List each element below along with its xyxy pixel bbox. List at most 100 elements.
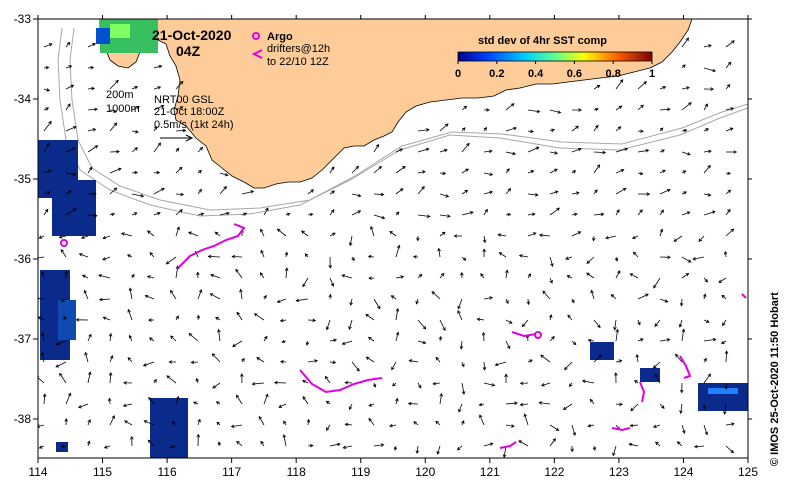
- current-vector: [703, 357, 707, 363]
- legend-drifters-line1: drifters@12h: [267, 43, 330, 55]
- current-vector: [175, 147, 180, 153]
- current-vector: [107, 397, 112, 405]
- current-vector: [128, 334, 133, 342]
- current-vector: [417, 214, 431, 218]
- current-vector: [659, 228, 664, 237]
- current-vector: [681, 170, 687, 174]
- current-vector: [175, 209, 183, 216]
- current-vector: [307, 359, 318, 363]
- current-vector: [523, 413, 529, 426]
- current-vector: [41, 332, 45, 342]
- current-vector: [681, 151, 691, 156]
- current-vector: [571, 298, 575, 304]
- current-vector: [571, 340, 577, 346]
- current-vector: [549, 128, 555, 132]
- current-vector: [637, 81, 647, 90]
- current-vector: [263, 393, 269, 405]
- y-tick-label: -35: [14, 172, 32, 186]
- current-vector: [373, 298, 381, 310]
- current-vector: [87, 145, 99, 153]
- current-vector: [725, 150, 738, 154]
- current-vector: [725, 83, 731, 90]
- current-vector: [615, 168, 625, 174]
- current-vector: [549, 438, 556, 447]
- current-vector: [143, 420, 155, 426]
- current-vector: [63, 315, 67, 321]
- current-vector: [329, 338, 338, 343]
- current-vector: [196, 433, 201, 447]
- current-vector: [153, 125, 158, 132]
- current-vector: [43, 169, 52, 174]
- current-vector: [703, 277, 709, 283]
- current-vector: [614, 372, 618, 384]
- current-vector: [81, 274, 89, 279]
- current-vector: [219, 172, 229, 177]
- current-vector: [65, 392, 72, 405]
- current-vector: [439, 193, 450, 198]
- current-vector: [391, 361, 397, 371]
- current-vector: [417, 273, 423, 279]
- current-vector: [615, 105, 623, 111]
- current-vector: [408, 359, 419, 363]
- current-vector: [344, 422, 353, 427]
- current-vector: [120, 232, 133, 237]
- current-vector: [131, 170, 139, 175]
- current-vector: [83, 289, 89, 300]
- current-vector: [351, 256, 355, 262]
- current-vector: [615, 402, 623, 407]
- colorbar: [457, 51, 653, 62]
- current-vector: [78, 253, 89, 258]
- current-vector: [153, 86, 162, 90]
- current-vector: [196, 271, 200, 279]
- current-vector: [98, 274, 111, 279]
- current-vector: [276, 298, 287, 304]
- current-vector: [197, 418, 201, 426]
- current-vector: [681, 64, 686, 69]
- current-vector: [571, 424, 576, 437]
- current-vector: [723, 250, 728, 258]
- current-vector: [87, 43, 97, 48]
- current-vector: [341, 274, 353, 279]
- current-vector: [439, 148, 448, 153]
- x-tick-label: 119: [351, 465, 370, 479]
- current-vector: [407, 401, 419, 406]
- contour-label-1000m: 1000m: [106, 103, 140, 115]
- current-vector: [571, 231, 582, 237]
- current-vector: [127, 308, 133, 321]
- current-vector: [210, 273, 221, 279]
- current-vector: [681, 37, 689, 48]
- current-vector: [80, 235, 89, 239]
- current-vector: [368, 403, 375, 407]
- current-vector: [241, 357, 245, 363]
- current-vector: [43, 43, 53, 48]
- current-vector: [659, 403, 665, 409]
- current-vector: [197, 188, 202, 195]
- current-vector: [676, 441, 683, 447]
- current-vector: [527, 232, 537, 237]
- current-vector: [131, 273, 135, 279]
- current-vector: [549, 207, 561, 216]
- current-vector: [307, 318, 317, 323]
- current-vector: [235, 268, 243, 279]
- current-vector: [131, 147, 139, 153]
- current-vector: [413, 421, 419, 426]
- current-vector: [215, 316, 221, 321]
- current-vector: [349, 298, 353, 306]
- current-vector: [549, 190, 559, 195]
- current-vector: [304, 253, 309, 258]
- current-vector: [146, 230, 155, 237]
- current-vector: [43, 107, 50, 111]
- x-tick-label: 115: [93, 465, 112, 479]
- current-vector: [142, 361, 155, 367]
- current-vector: [461, 189, 469, 195]
- current-vector: [393, 445, 398, 451]
- current-vector: [653, 277, 661, 289]
- x-tick-label: 118: [287, 465, 306, 479]
- x-tick-label: 116: [158, 465, 177, 479]
- x-tick-label: 123: [609, 465, 629, 479]
- product-time: 21-Oct 18:00Z: [154, 106, 225, 118]
- current-vector: [527, 109, 541, 114]
- current-vector: [459, 340, 464, 350]
- current-vector: [236, 440, 243, 447]
- current-vector: [127, 357, 133, 363]
